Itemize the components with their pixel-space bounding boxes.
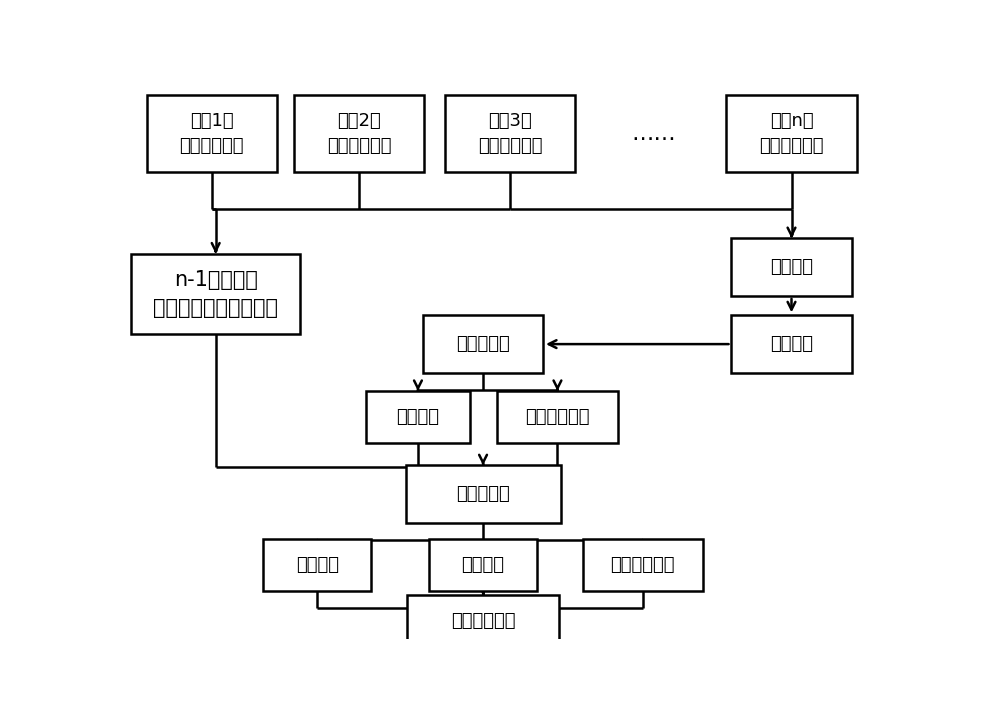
- FancyBboxPatch shape: [366, 391, 470, 444]
- Text: 各向异性参数: 各向异性参数: [525, 409, 590, 426]
- Text: 裂缝密度: 裂缝密度: [396, 409, 439, 426]
- FancyBboxPatch shape: [407, 595, 559, 648]
- FancyBboxPatch shape: [263, 539, 371, 592]
- Text: 各向异性参数: 各向异性参数: [610, 556, 675, 574]
- FancyBboxPatch shape: [731, 238, 852, 296]
- Text: 裂缝方位: 裂缝方位: [770, 335, 813, 353]
- FancyBboxPatch shape: [406, 465, 561, 523]
- FancyBboxPatch shape: [497, 391, 618, 444]
- Text: 裂缝流体因子: 裂缝流体因子: [451, 612, 515, 630]
- Text: 裂缝密度: 裂缝密度: [462, 556, 505, 574]
- FancyBboxPatch shape: [294, 95, 424, 172]
- Text: 方位n的
共反射点道集: 方位n的 共反射点道集: [759, 113, 824, 155]
- FancyBboxPatch shape: [445, 95, 575, 172]
- Text: 求取初始値: 求取初始値: [456, 335, 510, 353]
- FancyBboxPatch shape: [423, 315, 543, 373]
- Text: n-1个方位的
共反射点振幅差异道集: n-1个方位的 共反射点振幅差异道集: [153, 270, 278, 318]
- Text: 方位1的
共反射点道集: 方位1的 共反射点道集: [180, 113, 244, 155]
- Text: 裂缝反演: 裂缝反演: [770, 258, 813, 276]
- Text: ……: ……: [631, 124, 676, 144]
- FancyBboxPatch shape: [726, 95, 857, 172]
- Text: 方位2的
共反射点道集: 方位2的 共反射点道集: [327, 113, 391, 155]
- Text: 裂缝方位: 裂缝方位: [296, 556, 339, 574]
- FancyBboxPatch shape: [147, 95, 277, 172]
- Text: 非线性反演: 非线性反演: [456, 485, 510, 503]
- Text: 方位3的
共反射点道集: 方位3的 共反射点道集: [478, 113, 542, 155]
- FancyBboxPatch shape: [429, 539, 537, 592]
- FancyBboxPatch shape: [131, 253, 300, 335]
- FancyBboxPatch shape: [583, 539, 703, 592]
- FancyBboxPatch shape: [731, 315, 852, 373]
